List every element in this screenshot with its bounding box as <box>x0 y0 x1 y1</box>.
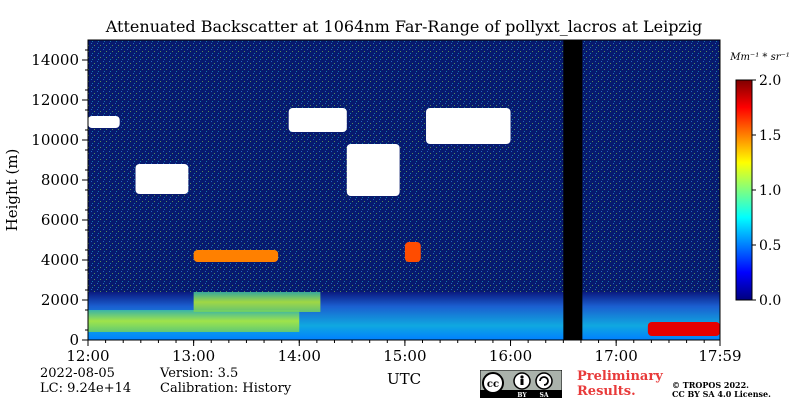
colorbar-tick-label: 1.5 <box>759 128 781 144</box>
region-cloud-6 <box>346 144 400 196</box>
colorbar-tick-label: 0.0 <box>759 293 781 309</box>
x-tick-label: 16:00 <box>489 347 532 365</box>
region-cloud-8 <box>193 250 279 262</box>
noise-texture <box>88 40 720 340</box>
region-aerosol-layer-2 <box>193 292 321 312</box>
by-text: BY <box>517 392 527 398</box>
chart-title: Attenuated Backscatter at 1064nm Far-Ran… <box>105 17 702 36</box>
region-cloud-7 <box>426 108 511 144</box>
x-tick-label: 17:00 <box>595 347 638 365</box>
calibration-label: Calibration: History <box>160 381 292 396</box>
copyright-notice: © TROPOS 2022. CC BY SA 4.0 License. <box>672 381 771 399</box>
y-tick-label: 14000 <box>31 51 79 69</box>
preliminary-notice: Preliminary Results. <box>577 369 663 399</box>
preliminary-line-1: Preliminary <box>577 369 663 384</box>
region-cloud-9 <box>404 242 421 262</box>
x-tick-label: 15:00 <box>383 347 426 365</box>
version-label: Version: 3.5 <box>160 366 239 381</box>
y-tick-label: 12000 <box>31 91 79 109</box>
x-axis-label: UTC <box>387 370 421 388</box>
x-tick-label: 13:00 <box>172 347 215 365</box>
copyright-line-1: © TROPOS 2022. <box>672 380 749 390</box>
region-cloud-5 <box>288 108 347 132</box>
copyright-line-2: CC BY SA 4.0 License. <box>672 389 771 399</box>
colorbar-tick-label: 1.0 <box>759 183 781 199</box>
y-tick-label: 0 <box>69 331 79 349</box>
colorbar <box>735 79 753 301</box>
region-no-data-11 <box>563 40 583 340</box>
y-axis-label: Height (m) <box>3 149 21 232</box>
x-tick-label: 12:00 <box>66 347 109 365</box>
colorbar-unit: Mm⁻¹ * sr⁻¹ <box>729 52 790 63</box>
y-tick-label: 6000 <box>41 211 79 229</box>
region-aerosol-layer-1 <box>88 310 300 332</box>
y-tick-label: 4000 <box>41 251 79 269</box>
region-cloud-3 <box>135 164 189 194</box>
x-tick-label: 17:59 <box>698 347 741 365</box>
colorbar-tick-label: 2.0 <box>759 73 781 89</box>
cc-icon <box>482 372 504 394</box>
y-tick-label: 2000 <box>41 291 79 309</box>
date-label: 2022-08-05 <box>40 366 115 381</box>
region-cloud-4 <box>88 116 120 128</box>
y-tick-label: 10000 <box>31 131 79 149</box>
preliminary-line-2: Results. <box>577 384 636 399</box>
cc-license-badge: cc BY SA <box>480 370 562 398</box>
x-tick-label: 14:00 <box>278 347 321 365</box>
lidar-constant: LC: 9.24e+14 <box>40 381 132 396</box>
y-tick-label: 8000 <box>41 171 79 189</box>
sa-icon <box>535 372 553 390</box>
colorbar-tick-label: 0.5 <box>759 238 781 254</box>
region-cloud-10 <box>647 322 720 336</box>
sa-text: SA <box>540 392 549 398</box>
cc-text: cc <box>487 379 499 390</box>
